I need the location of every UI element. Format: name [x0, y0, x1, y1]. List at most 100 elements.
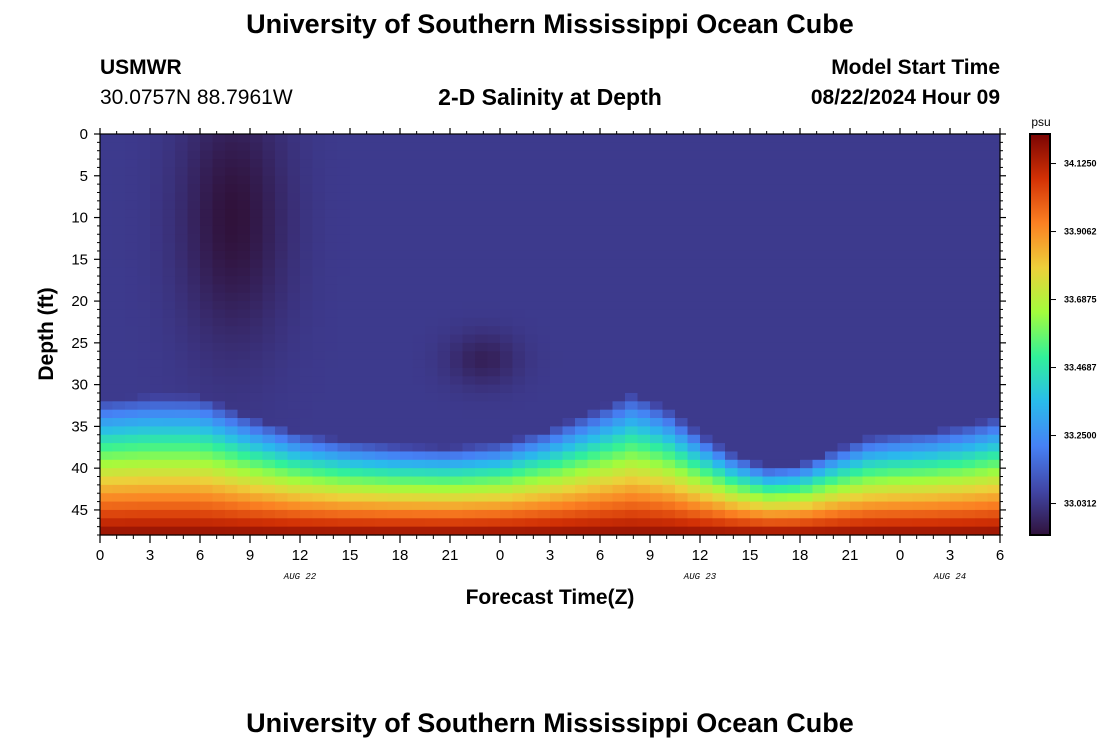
heatmap-cell [762, 359, 776, 369]
heatmap-cell [650, 334, 664, 344]
heatmap-cell [237, 326, 251, 336]
heatmap-cell [237, 217, 251, 227]
heatmap-cell [950, 342, 964, 352]
heatmap-cell [350, 426, 364, 436]
heatmap-cell [187, 342, 201, 352]
heatmap-cell [512, 326, 526, 336]
heatmap-cell [462, 200, 476, 210]
heatmap-cell [425, 501, 439, 511]
heatmap-cell [575, 334, 589, 344]
heatmap-cell [312, 150, 326, 160]
heatmap-cell [400, 292, 414, 302]
heatmap-cell [137, 234, 151, 244]
heatmap-cell [350, 309, 364, 319]
heatmap-cell [962, 134, 976, 143]
heatmap-cell [287, 443, 301, 453]
heatmap-cell [337, 459, 351, 469]
heatmap-cell [875, 234, 889, 244]
heatmap-cell [850, 392, 864, 402]
heatmap-cell [162, 392, 176, 402]
heatmap-cell [187, 359, 201, 369]
heatmap-cell [512, 292, 526, 302]
heatmap-cell [137, 518, 151, 528]
heatmap-cell [175, 509, 189, 519]
heatmap-cell [262, 192, 276, 202]
heatmap-cell [512, 434, 526, 444]
heatmap-cell [887, 301, 901, 311]
heatmap-cell [125, 192, 139, 202]
heatmap-cell [950, 267, 964, 277]
heatmap-cell [612, 518, 626, 528]
heatmap-cell [287, 192, 301, 202]
heatmap-cell [237, 418, 251, 427]
heatmap-cell [350, 167, 364, 177]
heatmap-cell [862, 134, 876, 143]
heatmap-cell [150, 242, 164, 252]
heatmap-cell [300, 476, 314, 486]
heatmap-cell [562, 526, 576, 536]
heatmap-cell [575, 225, 589, 235]
heatmap-cell [300, 167, 314, 177]
heatmap-cell [225, 518, 239, 528]
heatmap-cell [837, 384, 851, 394]
heatmap-cell [187, 200, 201, 210]
heatmap-cell [175, 518, 189, 528]
heatmap-cell [962, 159, 976, 169]
heatmap-cell [450, 493, 464, 503]
heatmap-cell [337, 367, 351, 377]
heatmap-cell [487, 276, 501, 285]
heatmap-cell [150, 526, 164, 536]
heatmap-cell [625, 367, 639, 377]
heatmap-cell [837, 301, 851, 311]
heatmap-cell [187, 367, 201, 377]
heatmap-cell [350, 134, 364, 143]
heatmap-cell [912, 150, 926, 160]
heatmap-cell [925, 509, 939, 519]
heatmap-cell [837, 401, 851, 411]
heatmap-cell [275, 359, 289, 369]
heatmap-cell [762, 309, 776, 319]
heatmap-cell [162, 276, 176, 285]
heatmap-cell [712, 501, 726, 511]
heatmap-cell [775, 509, 789, 519]
heatmap-cell [462, 509, 476, 519]
heatmap-cell [837, 184, 851, 194]
heatmap-cell [500, 167, 514, 177]
heatmap-cell [500, 225, 514, 235]
heatmap-cell [850, 434, 864, 444]
heatmap-cell [537, 434, 551, 444]
heatmap-cell [662, 376, 676, 386]
heatmap-cell [437, 200, 451, 210]
heatmap-cell [462, 225, 476, 235]
heatmap-cell [912, 242, 926, 252]
heatmap-cell [287, 484, 301, 494]
heatmap-cell [762, 451, 776, 461]
heatmap-cell [550, 434, 564, 444]
heatmap-cell [550, 167, 564, 177]
heatmap-cell [800, 509, 814, 519]
heatmap-cell [100, 367, 114, 377]
heatmap-cell [275, 392, 289, 402]
heatmap-cell [762, 493, 776, 503]
heatmap-cell [675, 493, 689, 503]
heatmap-cell [325, 401, 339, 411]
heatmap-cell [362, 451, 376, 461]
heatmap-cell [600, 468, 614, 478]
heatmap-cell [125, 509, 139, 519]
heatmap-cell [437, 334, 451, 344]
heatmap-cell [987, 484, 1001, 494]
heatmap-cell [137, 259, 151, 269]
heatmap-cell [437, 376, 451, 386]
heatmap-cell [762, 392, 776, 402]
heatmap-cell [862, 209, 876, 219]
heatmap-cell [250, 134, 264, 143]
heatmap-cell [175, 459, 189, 469]
heatmap-cell [925, 501, 939, 511]
x-tick-label: 0 [96, 547, 104, 564]
heatmap-cell [412, 351, 426, 361]
heatmap-cell [412, 367, 426, 377]
heatmap-cell [112, 484, 126, 494]
heatmap-cell [150, 459, 164, 469]
heatmap-cell [662, 225, 676, 235]
heatmap-cell [475, 443, 489, 453]
